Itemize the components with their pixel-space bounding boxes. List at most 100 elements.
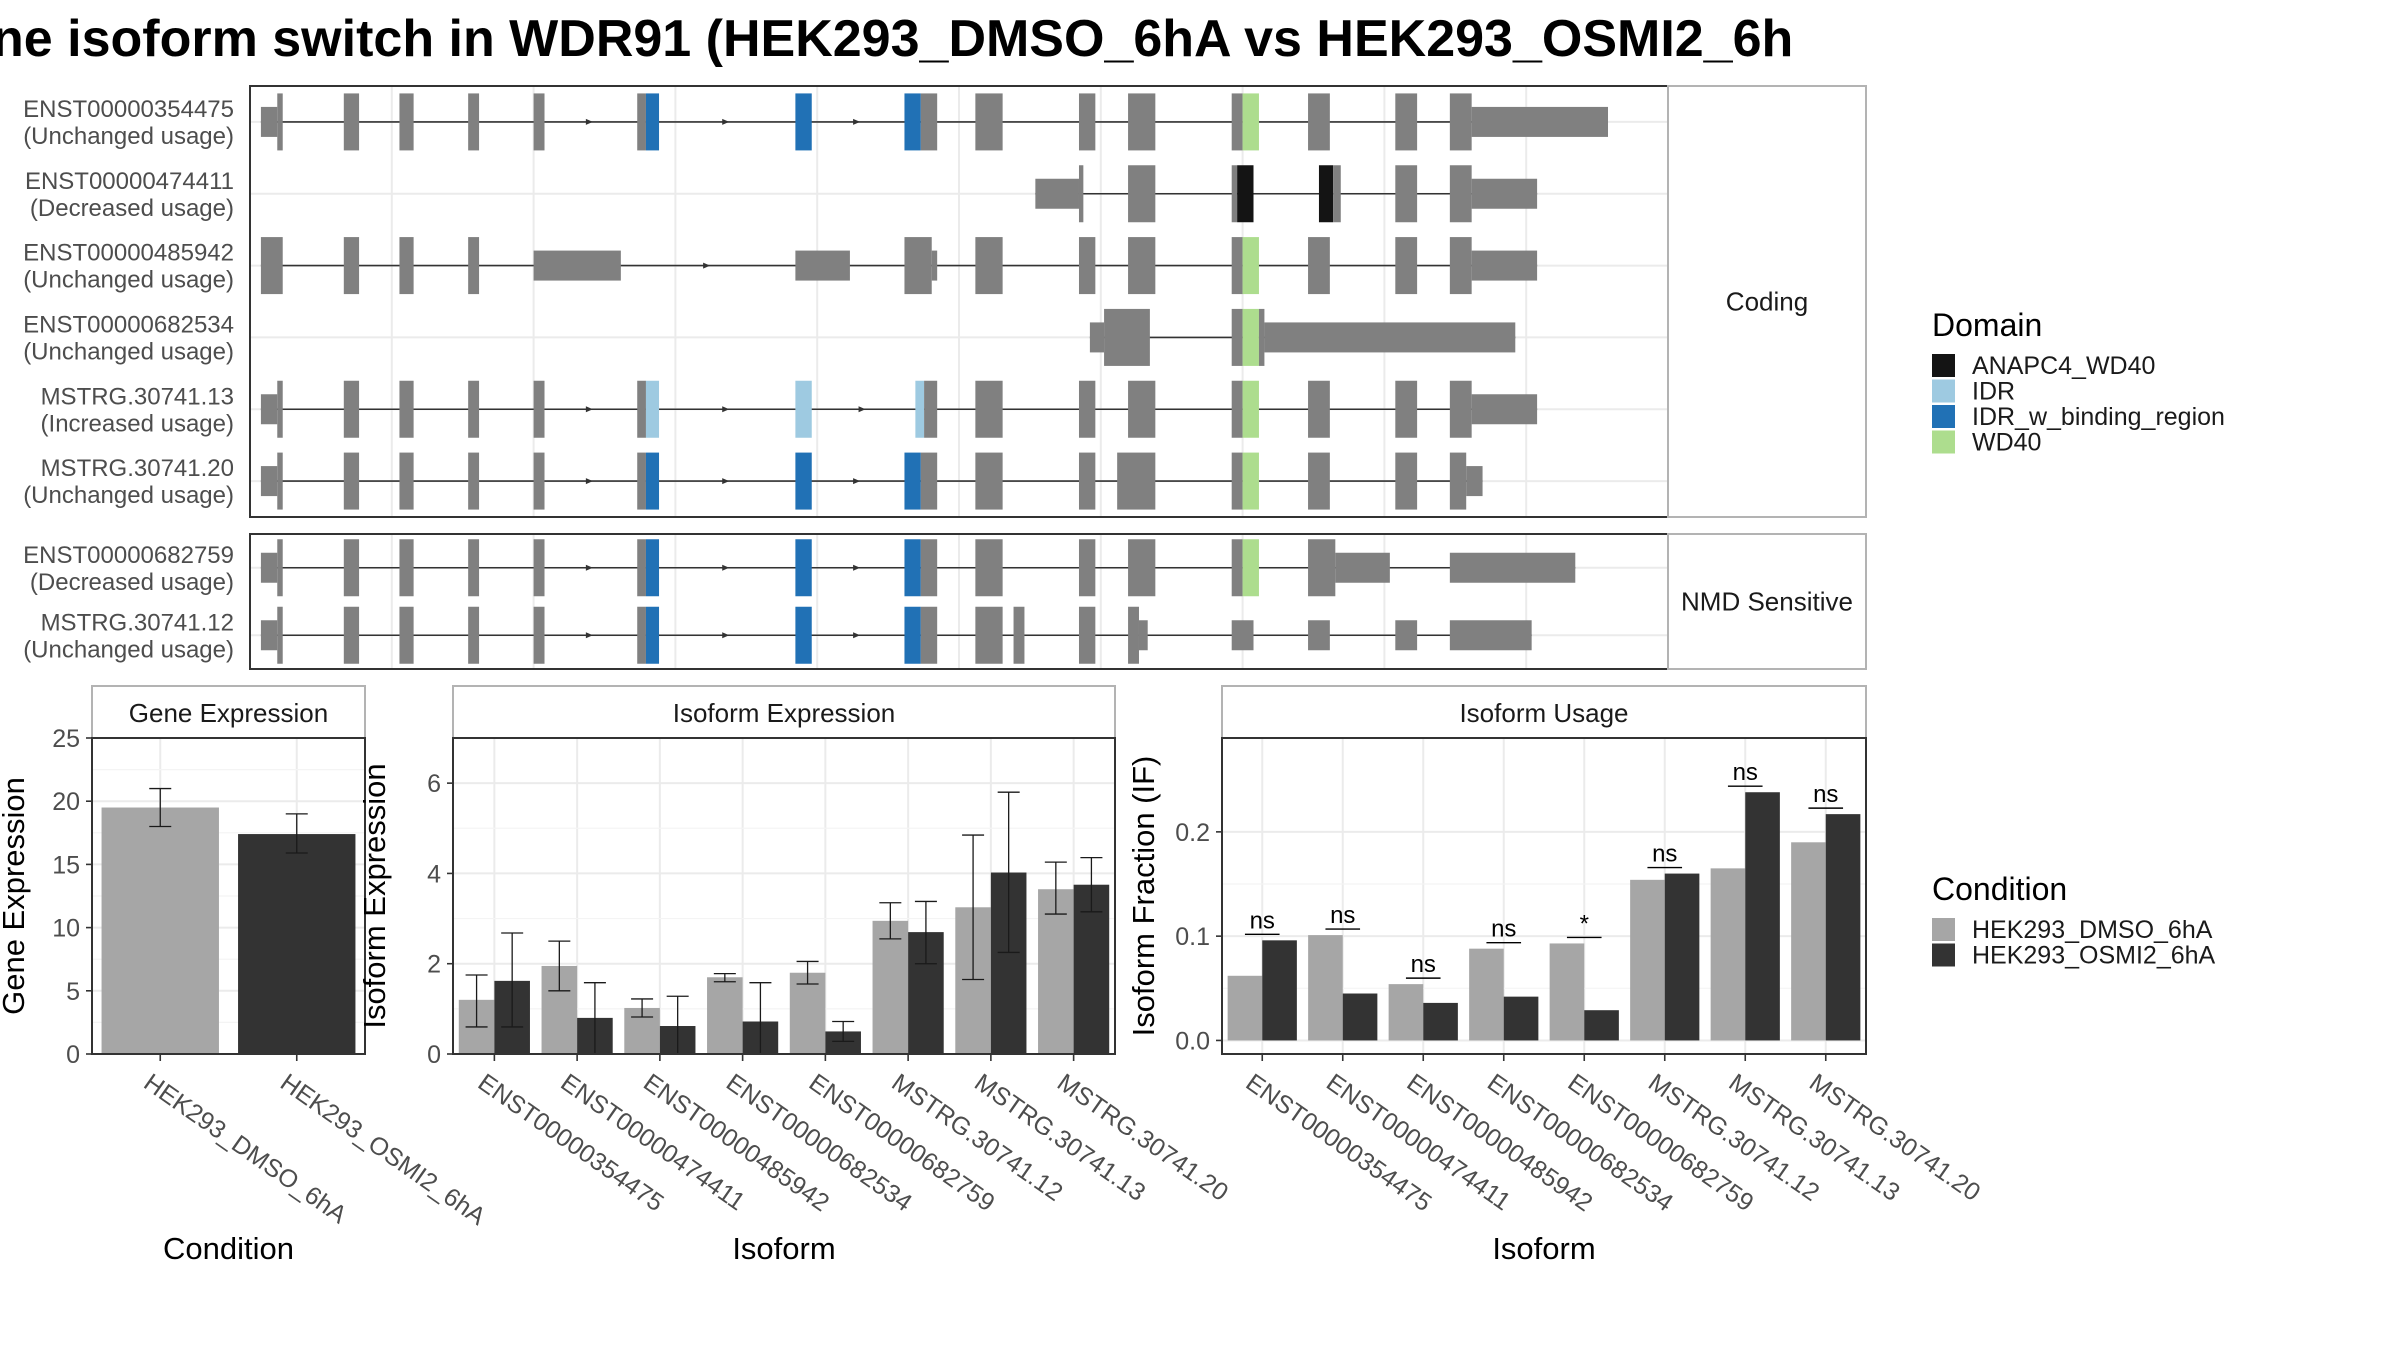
exon	[399, 452, 414, 510]
domain-exon-IDR_w_binding_region	[795, 606, 812, 664]
y-tick-label: 20	[52, 788, 80, 816]
exon	[637, 380, 646, 438]
y-tick-label: 0.1	[1175, 923, 1210, 951]
exon	[1308, 452, 1330, 510]
exon	[637, 539, 646, 597]
exon	[1449, 552, 1576, 583]
y-tick-label: 0.2	[1175, 819, 1210, 847]
exon	[920, 93, 938, 151]
exon	[399, 539, 414, 597]
isoform-track	[260, 93, 1609, 151]
exon	[975, 452, 1003, 510]
bar	[1423, 1002, 1458, 1041]
domain-exon-WD40	[1242, 380, 1259, 438]
y-tick-label: 6	[427, 770, 441, 798]
legend-swatch	[1932, 943, 1955, 967]
exon	[1264, 322, 1516, 353]
legend-label: IDR_w_binding_region	[1972, 403, 2225, 431]
exon	[1471, 394, 1538, 425]
panel-border	[91, 737, 366, 1055]
chart-1: Isoform Expression0246ENST00000354475ENS…	[357, 685, 1233, 1266]
domain-exon-IDR_w_binding_region	[645, 539, 660, 597]
bar	[1342, 993, 1378, 1041]
exon	[277, 93, 283, 151]
exon	[1104, 308, 1150, 366]
chart-2: Isoform Usage0.00.10.2nsENST00000354475n…	[1126, 685, 1985, 1266]
exon	[1078, 452, 1096, 510]
isoform-track	[260, 539, 1576, 597]
exon	[468, 606, 480, 664]
strand-arrow	[585, 478, 593, 485]
exon	[920, 539, 938, 597]
exon	[1128, 606, 1139, 664]
bar	[1791, 842, 1826, 1041]
isoform-track	[260, 606, 1532, 664]
isoform-label: ENST00000474411	[25, 168, 234, 195]
exon	[1466, 466, 1483, 497]
exon	[1231, 308, 1243, 366]
exon	[399, 380, 414, 438]
panel-border	[1221, 737, 1867, 1055]
legend-label: HEK293_OSMI2_6hA	[1972, 942, 2216, 970]
exon	[399, 606, 414, 664]
exon	[1128, 237, 1156, 295]
bar	[1227, 975, 1263, 1041]
exon	[468, 93, 480, 151]
exon	[277, 606, 283, 664]
strand-arrow	[853, 632, 861, 639]
exon	[343, 606, 360, 664]
legend-swatch	[1932, 379, 1955, 403]
bar	[238, 834, 356, 1054]
exon	[1449, 620, 1532, 651]
legend-swatch	[1932, 918, 1955, 941]
exon	[975, 539, 1003, 597]
exon	[975, 606, 1003, 664]
exon	[1231, 452, 1243, 510]
significance-label: ns	[1411, 951, 1436, 978]
facet-strip-label: NMD Sensitive	[1681, 587, 1853, 617]
domain-exon-ANAPC4_WD40	[1318, 165, 1334, 223]
isoform-track	[1089, 308, 1516, 366]
exon	[1078, 165, 1084, 223]
exon	[277, 452, 283, 510]
exon	[924, 380, 938, 438]
x-axis-title: Isoform	[1492, 1231, 1595, 1266]
isoform-usage-label: (Increased usage)	[41, 410, 234, 437]
significance-label: ns	[1652, 841, 1677, 868]
exon	[1231, 539, 1243, 597]
bar	[1388, 984, 1424, 1041]
exon	[468, 452, 480, 510]
exon	[1117, 452, 1156, 510]
exon	[1449, 237, 1472, 295]
isoform-label: ENST00000682534	[23, 311, 234, 338]
panel-strip	[452, 685, 1116, 739]
exon	[260, 620, 278, 651]
exon	[1395, 165, 1418, 223]
exon	[468, 380, 480, 438]
strand-arrow	[722, 478, 730, 485]
y-axis-title: Gene Expression	[0, 777, 31, 1015]
panel-strip	[1221, 685, 1867, 739]
bar	[1825, 814, 1861, 1041]
domain-exon-ANAPC4_WD40	[1237, 165, 1254, 223]
exon	[260, 466, 278, 497]
legend-label: ANAPC4_WD40	[1972, 352, 2155, 380]
exon	[1471, 178, 1538, 209]
domain-exon-IDR_w_binding_region	[904, 606, 921, 664]
strand-arrow	[585, 118, 593, 125]
isoform-label: MSTRG.30741.12	[41, 609, 234, 636]
strand-arrow	[853, 564, 861, 571]
exon	[1395, 93, 1418, 151]
legend_domain: Domain ANAPC4_WD40IDRIDR_w_binding_region…	[1932, 307, 2225, 457]
facet-strip-label: Coding	[1726, 287, 1808, 317]
significance-label: ns	[1491, 916, 1516, 943]
domain-exon-WD40	[1242, 452, 1259, 510]
domain-exon-WD40	[1242, 308, 1259, 366]
legend-label: HEK293_DMSO_6hA	[1972, 916, 2213, 944]
y-tick-label: 4	[427, 860, 441, 888]
legend-swatch	[1932, 354, 1955, 377]
isoform-track	[260, 452, 1483, 510]
exon	[1128, 93, 1156, 151]
isoform-usage-label: (Unchanged usage)	[23, 482, 234, 509]
